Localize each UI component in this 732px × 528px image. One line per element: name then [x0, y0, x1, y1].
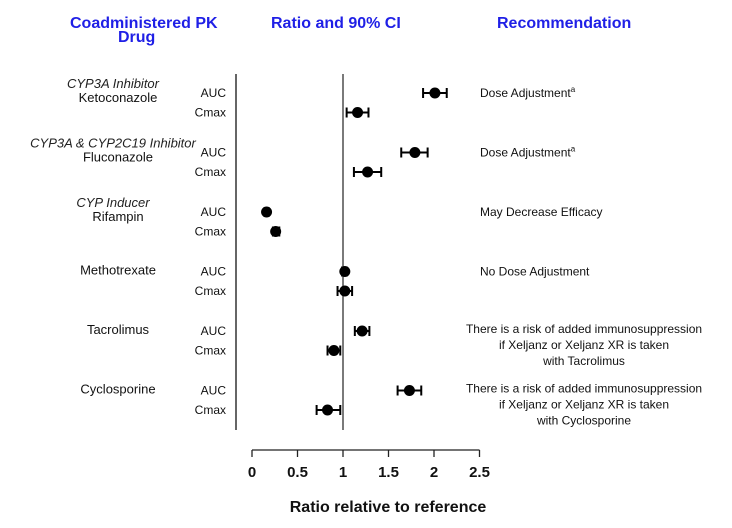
- x-tick-label: 0.5: [287, 464, 308, 481]
- recommendation-text: if Xeljanz or Xeljanz XR is taken: [499, 338, 669, 352]
- header-recommendation: Recommendation: [497, 15, 632, 32]
- param-label: Cmax: [195, 106, 226, 120]
- param-label: Cmax: [195, 165, 226, 179]
- param-label: AUC: [201, 384, 227, 398]
- recommendation-text: Dose Adjustmenta: [480, 145, 576, 160]
- x-tick-label: 2: [430, 464, 438, 481]
- header-ratio: Ratio and 90% CI: [271, 15, 401, 32]
- recommendation-footnote: a: [571, 145, 576, 154]
- recommendation-text: There is a risk of added immunosuppressi…: [466, 322, 702, 336]
- drug-class-label: CYP3A Inhibitor: [67, 76, 160, 91]
- point-estimate: [362, 166, 374, 178]
- param-label: Cmax: [195, 403, 226, 417]
- point-estimate: [339, 266, 351, 277]
- recommendation-text: There is a risk of added immunosuppressi…: [466, 382, 702, 396]
- point-estimate: [270, 226, 282, 237]
- drug-name-label: Rifampin: [92, 209, 143, 224]
- recommendation-text: May Decrease Efficacy: [480, 205, 603, 219]
- point-estimate: [322, 404, 334, 416]
- x-axis-title: Ratio relative to reference: [290, 499, 487, 516]
- point-estimate: [356, 325, 368, 337]
- param-label: AUC: [201, 205, 227, 219]
- x-tick-label: 1.5: [378, 464, 399, 481]
- recommendation-text: No Dose Adjustment: [480, 265, 590, 279]
- param-label: AUC: [201, 86, 227, 100]
- point-estimate: [339, 285, 351, 297]
- recommendation-text: with Tacrolimus: [542, 354, 625, 368]
- param-label: Cmax: [195, 225, 226, 239]
- point-estimate: [429, 87, 441, 99]
- point-estimate: [328, 345, 340, 356]
- recommendation-footnote: a: [571, 85, 576, 94]
- param-label: Cmax: [195, 284, 226, 298]
- x-tick-label: 1: [339, 464, 347, 481]
- recommendation-text: if Xeljanz or Xeljanz XR is taken: [499, 398, 669, 412]
- drug-class-label: CYP3A & CYP2C19 Inhibitor: [30, 136, 196, 151]
- x-tick-label: 0: [248, 464, 256, 481]
- drug-name-label: Ketoconazole: [79, 90, 158, 105]
- point-estimate: [409, 147, 421, 158]
- param-label: Cmax: [195, 344, 226, 358]
- param-label: AUC: [201, 324, 227, 338]
- drug-class-label: CYP Inducer: [76, 195, 150, 210]
- drug-name-label: Tacrolimus: [87, 322, 150, 337]
- header-drug-line2: Drug: [118, 29, 156, 46]
- point-estimate: [352, 107, 364, 118]
- header-drug-line1: Coadministered PK: [70, 15, 218, 32]
- recommendation-text: with Cyclosporine: [536, 414, 631, 428]
- point-estimate: [261, 206, 273, 218]
- drug-name-label: Cyclosporine: [80, 382, 155, 397]
- drug-name-label: Fluconazole: [83, 150, 153, 165]
- drug-name-label: Methotrexate: [80, 263, 156, 278]
- recommendation-text: Dose Adjustmenta: [480, 85, 576, 100]
- point-estimate: [403, 385, 415, 396]
- param-label: AUC: [201, 265, 227, 279]
- x-tick-label: 2.5: [469, 464, 490, 481]
- param-label: AUC: [201, 146, 227, 160]
